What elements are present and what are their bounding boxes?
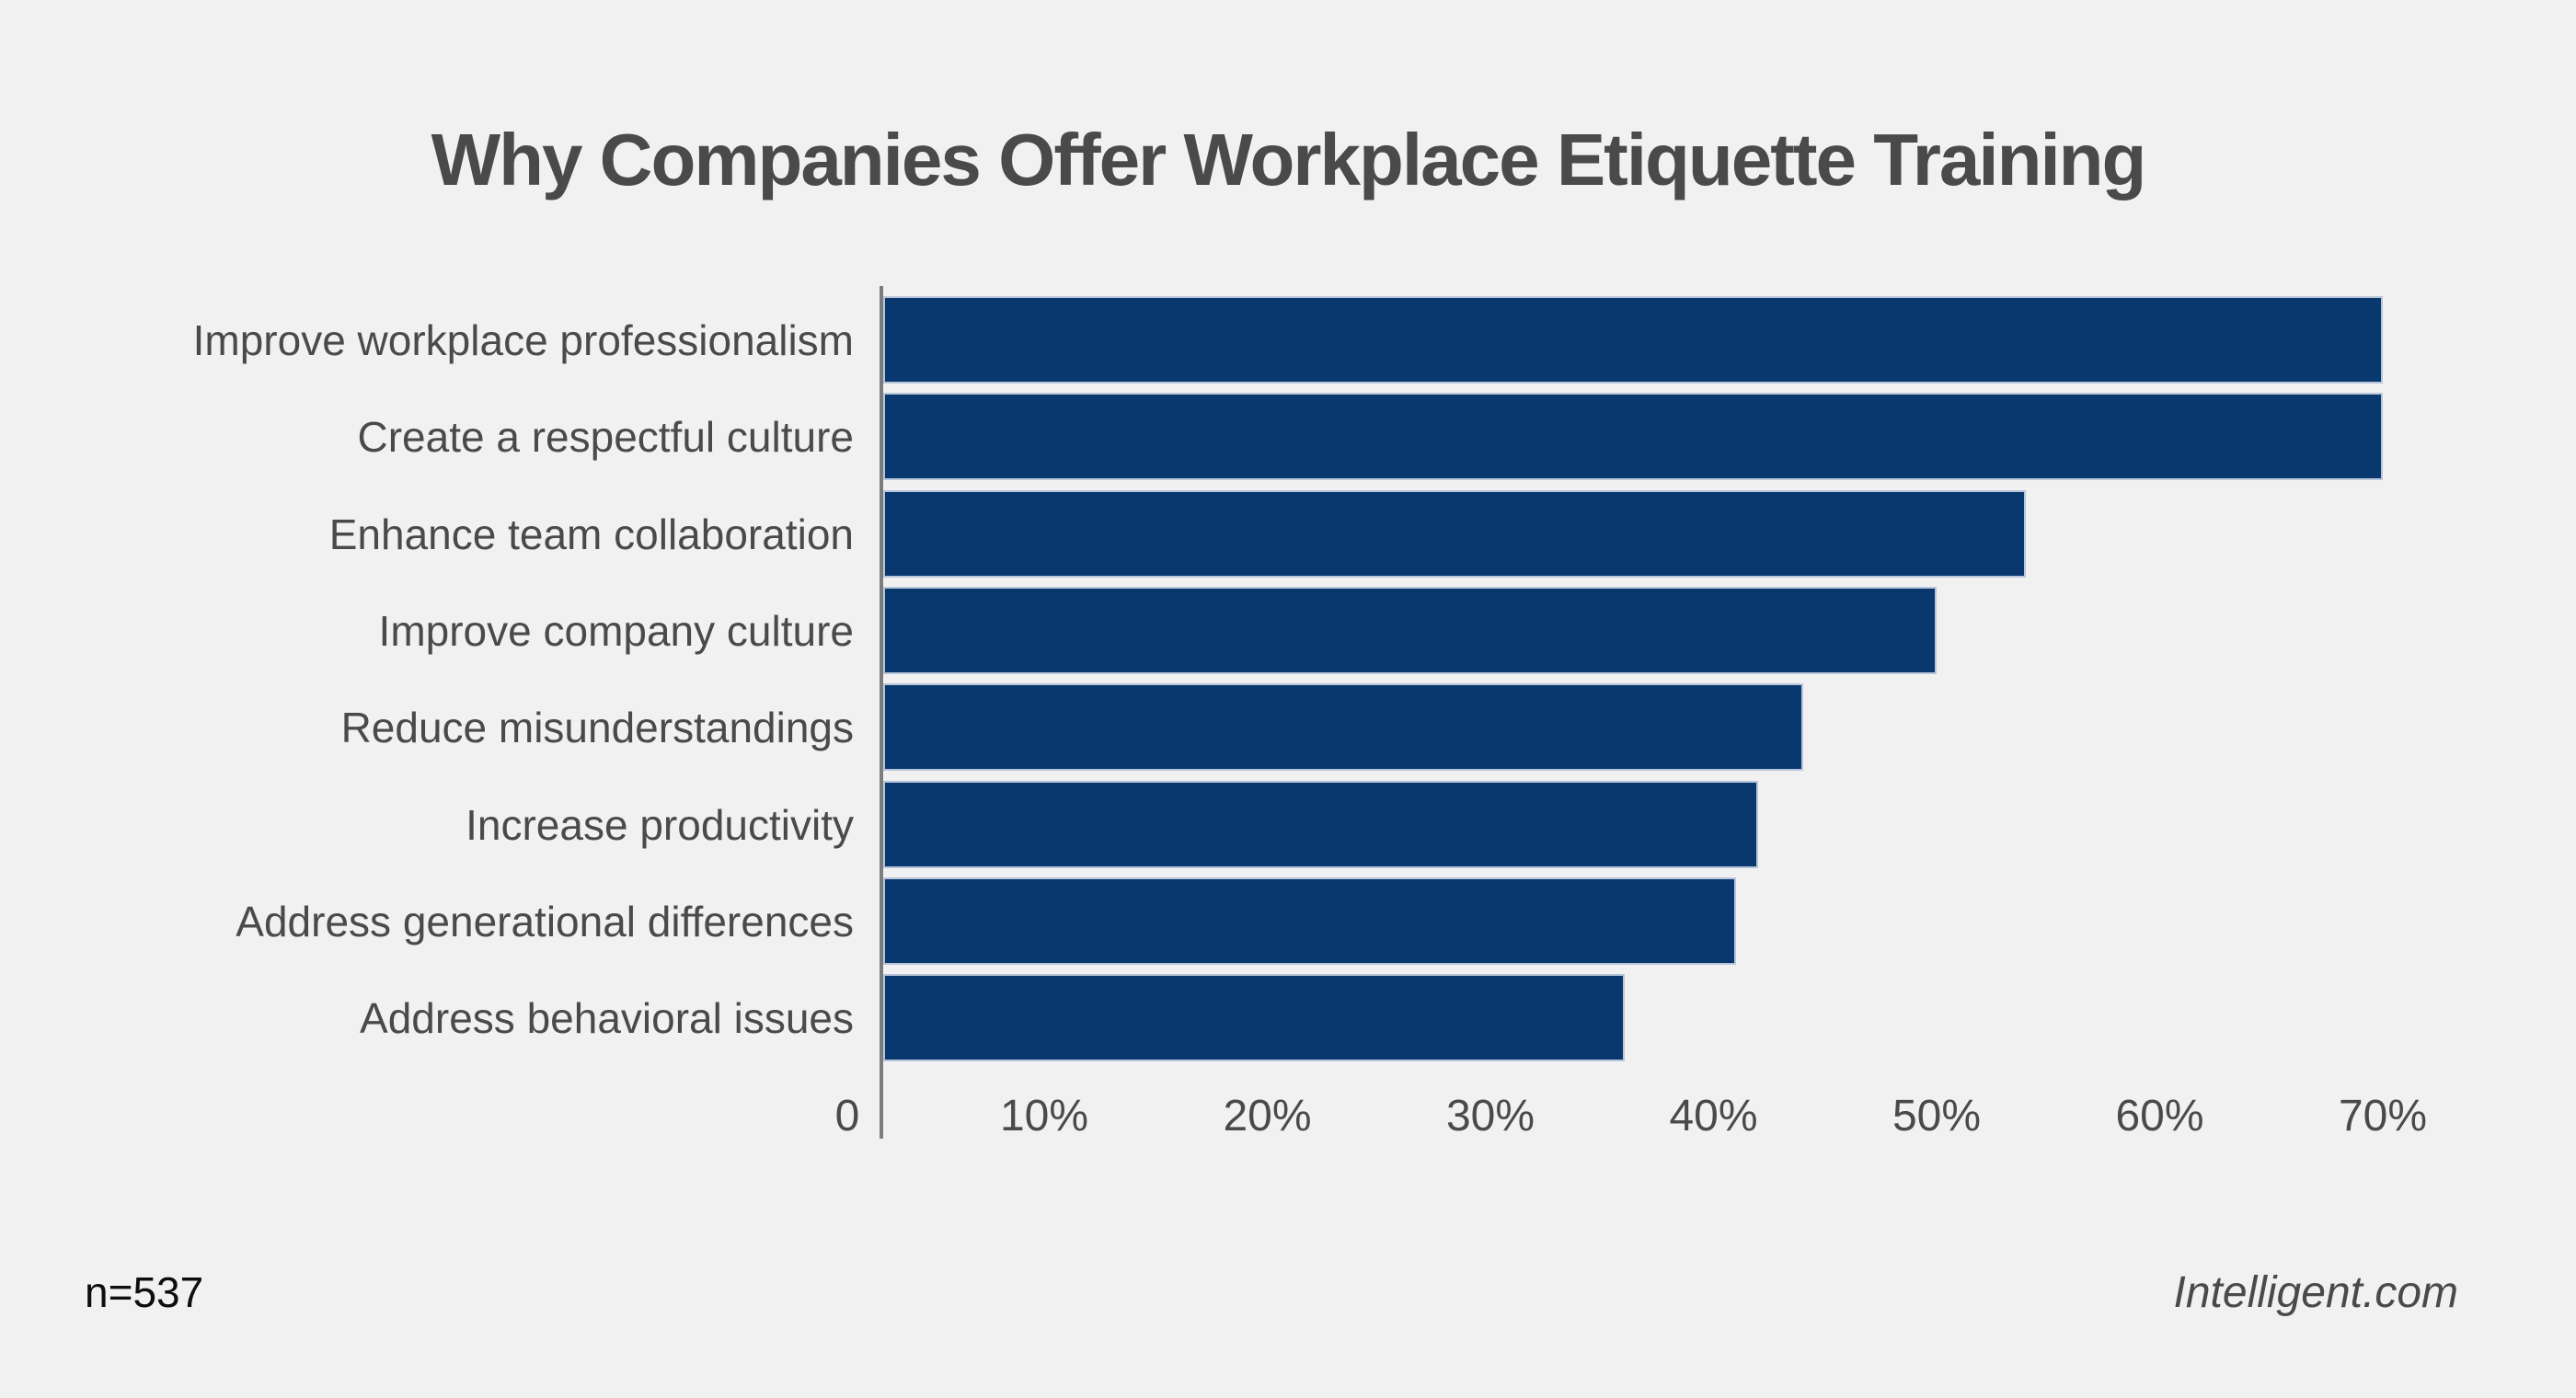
x-tick-label: 10% — [999, 1092, 1089, 1140]
category-label: Create a respectful culture — [357, 412, 855, 461]
chart-title: Why Companies Offer Workplace Etiquette … — [431, 119, 2147, 201]
bar — [883, 587, 1937, 674]
x-tick-label: 40% — [1669, 1092, 1758, 1140]
bar — [883, 296, 2383, 384]
x-tick-label: 30% — [1445, 1092, 1535, 1140]
source-attribution: Intelligent.com — [2173, 1268, 2459, 1317]
x-tick-label: 70% — [2338, 1092, 2428, 1140]
category-label: Address generational differences — [236, 897, 854, 945]
category-label: Enhance team collaboration — [328, 510, 854, 558]
bar — [883, 877, 1736, 965]
bar — [883, 393, 2383, 480]
sample-size-note: n=537 — [85, 1268, 204, 1316]
category-label: Improve workplace professionalism — [192, 315, 854, 364]
x-tick-label: 20% — [1223, 1092, 1312, 1140]
x-tick-label: 0 — [834, 1092, 860, 1140]
x-tick-label: 50% — [1892, 1092, 1982, 1140]
category-label: Improve company culture — [378, 606, 854, 655]
bar — [883, 781, 1758, 868]
category-label: Address behavioral issues — [360, 993, 854, 1042]
category-label: Reduce misunderstandings — [340, 703, 854, 751]
bar — [883, 974, 1625, 1061]
y-axis-line — [880, 286, 883, 1139]
x-tick-label: 60% — [2115, 1092, 2204, 1140]
category-label: Increase productivity — [466, 800, 854, 849]
bar — [883, 490, 2026, 578]
bar — [883, 683, 1803, 771]
